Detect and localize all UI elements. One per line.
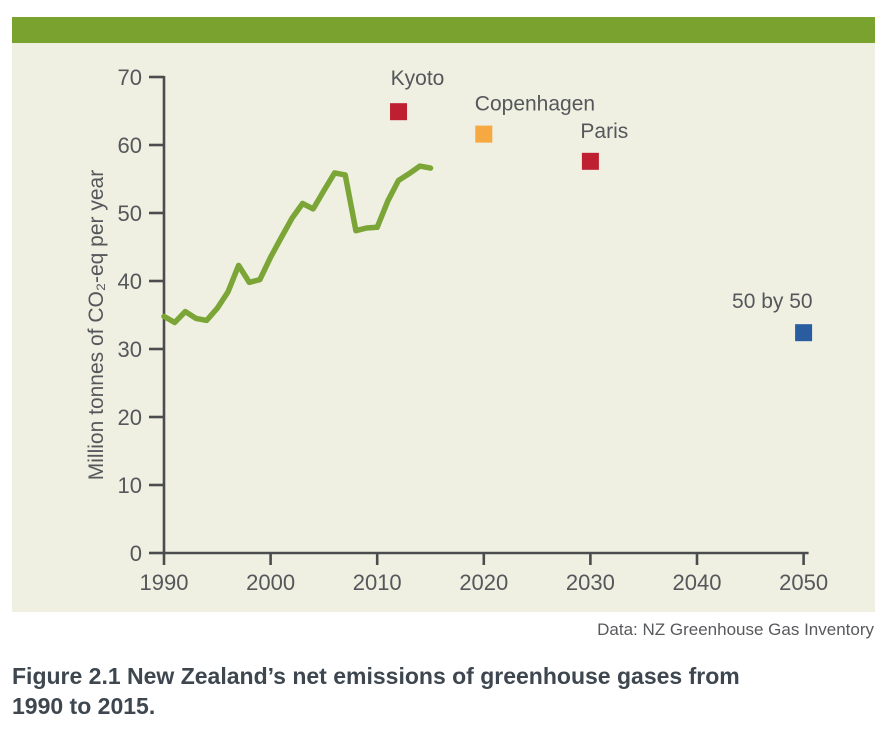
x-tick-label: 2050 [779,570,828,595]
axes [162,76,809,555]
target-marker-label: Copenhagen [475,93,595,116]
y-tick-label: 70 [118,65,142,90]
target-marker-label: Kyoto [391,67,445,90]
target-marker-square [390,103,408,121]
target-marker-square [475,125,493,143]
figure-caption-line-1: Figure 2.1 New Zealand’s net emissions o… [12,663,740,689]
y-tick-label: 20 [118,405,142,430]
y-axis-title: Million tonnes of CO₂-eq per year [85,170,108,480]
x-tick-label: 2040 [673,570,722,595]
target-marker-square [581,152,599,170]
x-tick-label: 2000 [246,570,295,595]
chart-panel: 0 10 20 30 40 50 60 70 1990 2000 2010 2020 2030 2040 2… [12,43,875,612]
x-tick-label: 1990 [140,570,189,595]
x-tick-label: 2030 [566,570,615,595]
source-note: Data: NZ Greenhouse Gas Inventory [597,620,874,639]
y-tick-label: 60 [118,133,142,158]
x-tick-label: 2020 [459,570,508,595]
y-tick-label: 0 [130,541,142,566]
target-marker-label: Paris [580,120,628,143]
figure-caption: Figure 2.1 New Zealand’s net emissions o… [12,661,812,722]
y-tick-label: 50 [118,201,142,226]
target-marker-label: 50 by 50 [732,290,813,313]
y-tick-label: 30 [118,337,142,362]
y-tick-label: 10 [118,473,142,498]
emissions-line [161,163,434,326]
target-marker-square [795,324,813,342]
x-tick-label: 2010 [353,570,402,595]
y-tick-label: 40 [118,269,142,294]
header-band [12,17,875,43]
figure-caption-line-2: 1990 to 2015. [12,693,156,720]
